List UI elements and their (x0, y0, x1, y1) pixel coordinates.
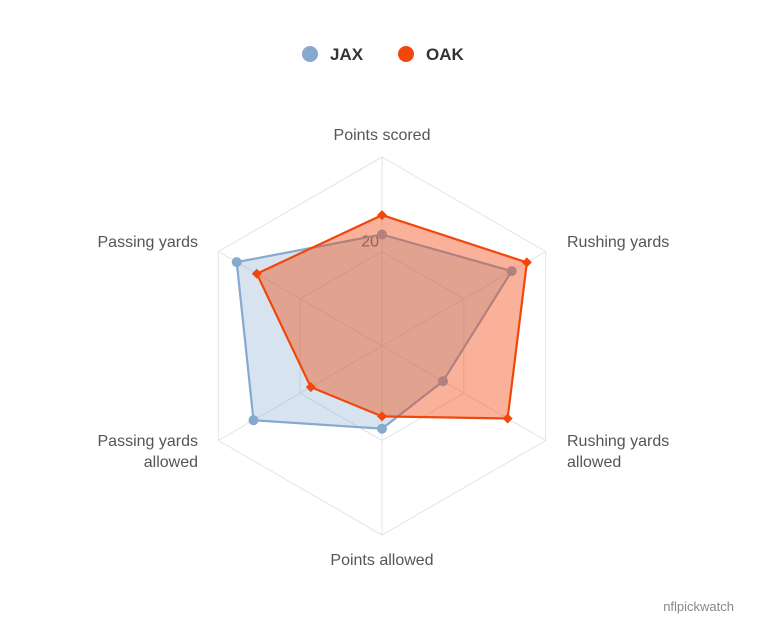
grid-spoke-passing-yards-allowed (218, 345, 383, 441)
legend-marker-oak[interactable] (398, 46, 414, 62)
grid-spoke-rushing-yards (381, 251, 546, 347)
point-jax-rushing-yards[interactable] (506, 266, 517, 277)
legend-item-oak[interactable]: OAK (398, 45, 465, 64)
point-jax-passing-yards-allowed[interactable] (248, 415, 259, 426)
grid-spoke-passing-yards (218, 251, 383, 347)
legend-marker-jax[interactable] (302, 46, 318, 62)
point-oak-passing-yards[interactable] (251, 268, 262, 279)
legend-item-jax[interactable]: JAX (302, 45, 364, 64)
point-jax-points-allowed[interactable] (377, 423, 387, 434)
axis-label-rushing-yards: Rushing yards (567, 234, 669, 251)
radar-axis-labels: Points scored Rushing yards Rushing yards a… (98, 127, 670, 569)
point-jax-points-scored[interactable] (377, 229, 387, 240)
point-oak-points-allowed[interactable] (377, 411, 387, 422)
grid-spoke-rushing-yards-allowed (381, 345, 546, 441)
axis-label-rushing-yards-allowed: Rushing yards allowed (567, 433, 669, 471)
point-oak-passing-yards-allowed[interactable] (305, 382, 316, 393)
radar-series (231, 210, 532, 434)
legend-label-oak[interactable]: OAK (426, 45, 465, 64)
axis-label-points-scored: Points scored (334, 127, 431, 144)
credit-text[interactable]: nflpickwatch (663, 599, 734, 614)
point-oak-rushing-yards-allowed[interactable] (502, 413, 513, 424)
axis-label-passing-yards-allowed: Passing yards allowed (98, 433, 199, 471)
point-jax-rushing-yards-allowed[interactable] (438, 376, 448, 387)
series-oak[interactable] (251, 210, 532, 424)
axis-label-points-allowed: Points allowed (330, 552, 433, 569)
series-jax[interactable] (231, 229, 517, 434)
point-jax-passing-yards[interactable] (231, 257, 242, 268)
legend-label-jax[interactable]: JAX (330, 45, 364, 64)
legend[interactable]: JAX OAK (302, 45, 465, 64)
point-oak-rushing-yards[interactable] (521, 257, 532, 268)
axis-label-passing-yards: Passing yards (98, 234, 199, 251)
point-oak-points-scored[interactable] (377, 210, 387, 221)
